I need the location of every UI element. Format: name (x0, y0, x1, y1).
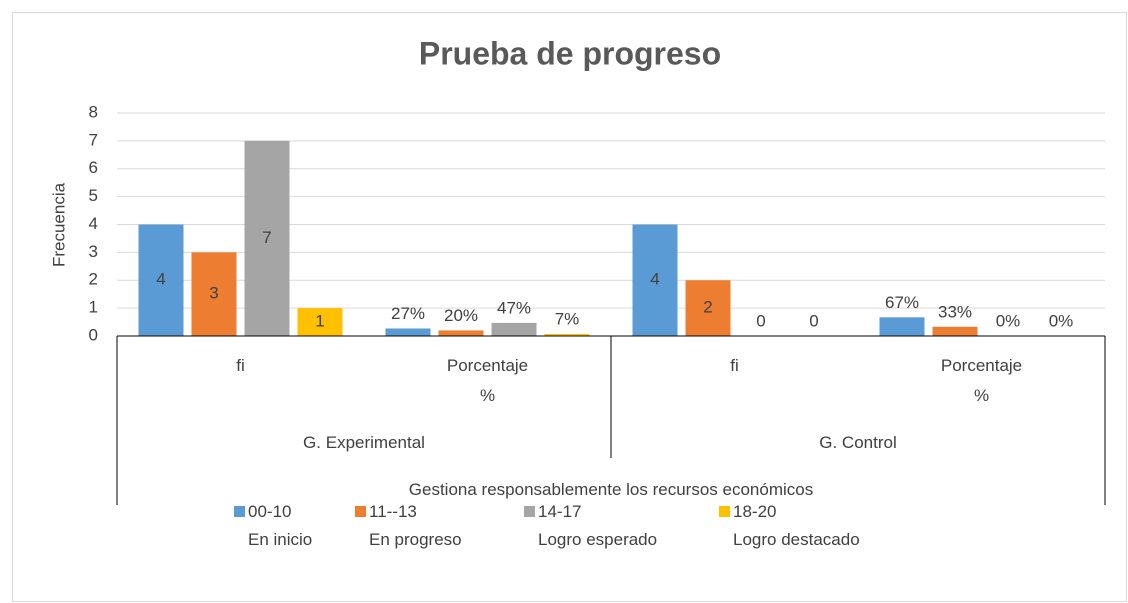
legend-item: 18-20 Logro destacado (719, 498, 860, 554)
y-tick-label: 8 (89, 102, 98, 121)
y-tick-label: 0 (89, 325, 98, 344)
x-tick-label: Porcentaje % (940, 356, 1023, 405)
data-label: 4 (650, 270, 659, 289)
legend-label: 18-20 Logro destacado (733, 502, 860, 549)
legend-swatch (234, 506, 245, 517)
data-label: 47% (497, 298, 531, 317)
bar (544, 334, 590, 336)
legend-item: 00-10 En inicio (234, 498, 312, 554)
bar (932, 326, 978, 336)
bar (244, 140, 290, 336)
x-tick-label: fi (730, 356, 739, 375)
legend-label: 11--13 En progreso (369, 502, 462, 549)
data-label: 7 (262, 228, 271, 247)
data-label: 0 (756, 311, 765, 330)
data-label: 3 (209, 284, 218, 303)
data-label: 0% (1049, 311, 1074, 330)
x-tick-label: Porcentaje % (446, 356, 529, 405)
data-label: 20% (444, 306, 478, 325)
legend-swatch (524, 506, 535, 517)
group-label: G. Control (819, 433, 897, 452)
chart-title: Prueba de progreso (419, 35, 721, 71)
data-label: 0% (996, 311, 1021, 330)
y-axis-label: Frecuencia (49, 182, 68, 267)
data-label: 0 (809, 311, 818, 330)
legend-swatch (719, 506, 730, 517)
bar (879, 317, 925, 336)
data-label: 2 (703, 298, 712, 317)
supergroup-label: Gestiona responsablemente los recursos e… (408, 480, 814, 499)
y-tick-label: 6 (89, 158, 98, 177)
data-label: 33% (938, 302, 972, 321)
bar (491, 322, 537, 336)
legend-item: 14-17 Logro esperado (524, 498, 657, 554)
legend-label: 14-17 Logro esperado (538, 502, 658, 549)
legend-label: 00-10 En inicio (248, 502, 313, 549)
legend-item: 11--13 En progreso (355, 498, 462, 554)
y-tick-label: 4 (89, 214, 98, 233)
bar (632, 224, 678, 336)
bar (385, 328, 431, 336)
bar (685, 280, 731, 336)
data-label: 7% (555, 310, 580, 329)
bar (191, 252, 237, 336)
y-tick-label: 2 (89, 270, 98, 289)
bar (138, 224, 184, 336)
y-tick-label: 3 (89, 242, 98, 261)
x-tick-label: fi (236, 356, 245, 375)
y-tick-label: 5 (89, 186, 98, 205)
y-tick-label: 1 (89, 298, 98, 317)
group-label: G. Experimental (303, 433, 425, 452)
data-label: 67% (885, 293, 919, 312)
data-label: 1 (315, 312, 324, 331)
data-label: 4 (156, 270, 165, 289)
legend-swatch (355, 506, 366, 517)
data-label: 27% (391, 304, 425, 323)
bar (438, 330, 484, 336)
bar (297, 308, 343, 336)
y-tick-label: 7 (89, 130, 98, 149)
